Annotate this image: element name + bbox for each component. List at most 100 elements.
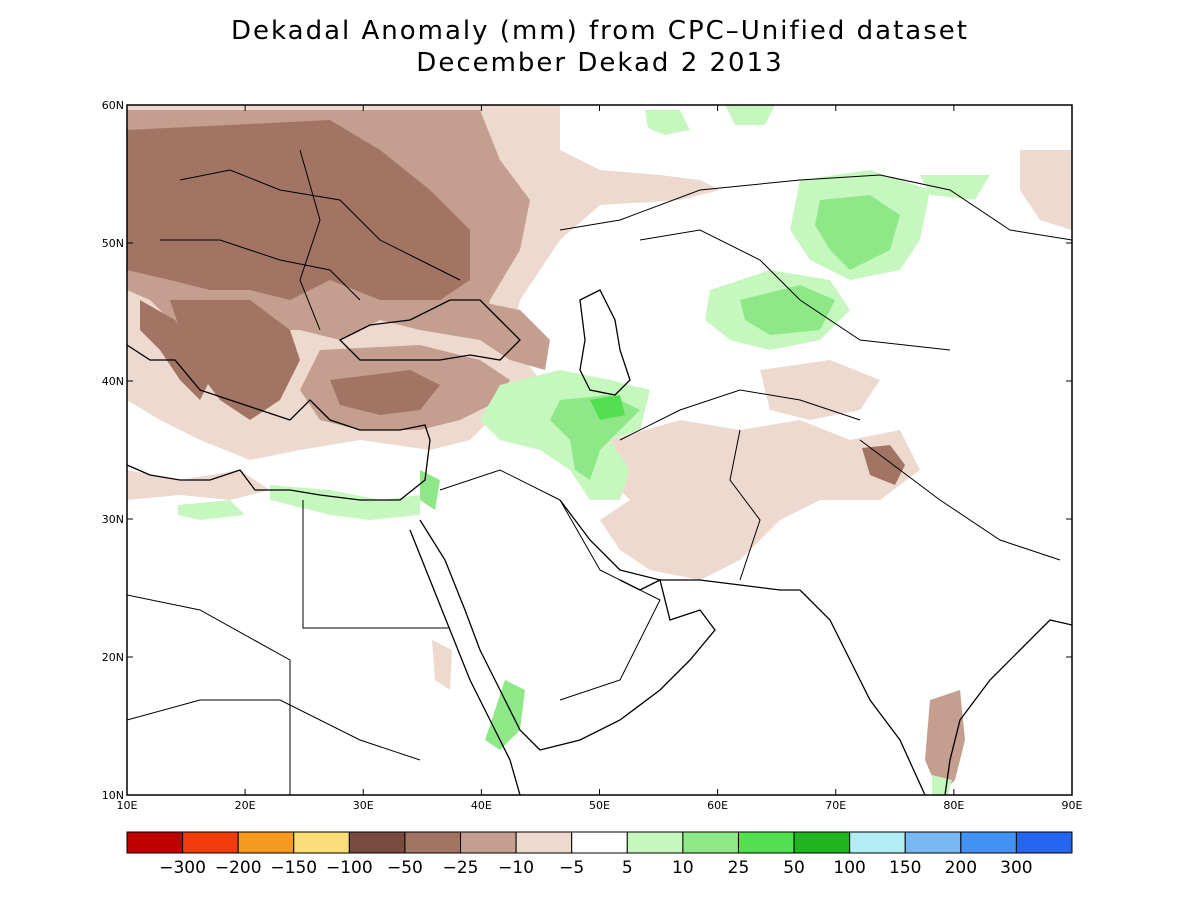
colorbar-label: −200 <box>215 858 262 878</box>
colorbar-label: 300 <box>1000 858 1032 878</box>
colorbar-label: 150 <box>889 858 921 878</box>
africa-north-coast <box>127 439 431 501</box>
lon-tick-label: 80E <box>943 799 964 812</box>
colorbar: −300 −200 −150 −100 −50 −25 −10 −5 5 10 25 50 100 150… <box>126 831 1073 878</box>
colorbar-swatch <box>515 831 573 854</box>
lat-tick-label: 20N <box>102 651 124 664</box>
anomaly-area-europe-dark <box>127 120 470 300</box>
border-line <box>127 594 291 795</box>
anomaly-area-kashmir <box>862 445 905 485</box>
anomaly-area-levant <box>420 470 440 510</box>
lon-tick-label: 40E <box>471 799 492 812</box>
lat-tick-label: 10N <box>102 789 124 802</box>
red-sea-west <box>409 529 521 795</box>
colorbar-swatch <box>348 831 406 854</box>
anomaly-area-russia-north-2 <box>725 105 775 125</box>
lon-tick-label: 20E <box>235 799 256 812</box>
colorbar-label: −10 <box>498 858 534 878</box>
colorbar-label: −50 <box>387 858 423 878</box>
colorbar-swatch <box>904 831 962 854</box>
anomaly-area-balkans <box>170 300 300 420</box>
border-layer <box>127 149 1072 795</box>
colorbar-label: −5 <box>559 858 584 878</box>
colorbar-swatch <box>682 831 739 854</box>
anomaly-area-black-sea-east <box>470 300 550 370</box>
colorbar-swatch <box>126 831 184 854</box>
colorbar-swatch <box>626 831 684 854</box>
border-line <box>179 169 461 281</box>
map-subtitle: December Dekad 2 2013 <box>416 48 784 78</box>
lat-tick-label: 60N <box>102 99 124 112</box>
lat-tick-label: 40N <box>102 375 124 388</box>
anomaly-area-egypt-coast <box>270 485 420 520</box>
colorbar-label: −300 <box>159 858 206 878</box>
coastline-layer <box>127 289 1072 795</box>
anomaly-area-siberia <box>1020 150 1072 230</box>
colorbar-swatch <box>737 831 795 854</box>
lon-tick-label: 10E <box>117 799 138 812</box>
lon-tick-label: 50E <box>589 799 610 812</box>
lon-tick-label: 90E <box>1062 799 1083 812</box>
colorbar-swatch <box>460 831 517 854</box>
anomaly-area-iran-afghan <box>600 420 920 580</box>
border-line <box>439 469 561 501</box>
colorbar-swatch <box>182 831 239 854</box>
anomaly-area-libya-coast <box>178 500 245 520</box>
axis-labels: 10E 20E 30E 40E 50E 60E 70E 80E 90E 60N 50N 40N 30N 2… <box>102 99 1083 812</box>
anomaly-area-central-asia <box>760 360 880 420</box>
border-line <box>859 439 1061 561</box>
colorbar-swatch <box>571 831 628 854</box>
border-line <box>127 699 421 761</box>
anomaly-area-kazakh-north-mid <box>815 195 900 270</box>
border-line <box>160 239 361 301</box>
colorbar-swatch <box>849 831 906 854</box>
axis-ticks <box>126 104 1073 796</box>
lat-tick-label: 50N <box>102 237 124 250</box>
colorbar-label: 100 <box>833 858 865 878</box>
map-title: Dekadal Anomaly (mm) from CPC–Unified da… <box>231 16 969 46</box>
colorbar-label: −150 <box>270 858 317 878</box>
colorbar-swatch <box>293 831 350 854</box>
anomaly-area-italy <box>140 300 210 400</box>
anomaly-area-turkmen <box>590 395 625 420</box>
colorbar-label: −100 <box>326 858 373 878</box>
lat-tick-label: 30N <box>102 513 124 526</box>
anomaly-area-india-east <box>925 690 965 795</box>
red-sea-east <box>419 519 541 751</box>
anomaly-fill-layer <box>127 105 1072 795</box>
colorbar-label: 200 <box>945 858 977 878</box>
colorbar-label: −25 <box>443 858 479 878</box>
colorbar-label: 25 <box>728 858 750 878</box>
colorbar-swatch <box>404 831 462 854</box>
anomaly-area-russia-north <box>645 110 690 135</box>
anomaly-area-eritrea <box>485 680 525 750</box>
colorbar-label: 10 <box>672 858 694 878</box>
colorbar-label: 50 <box>783 858 805 878</box>
india-east-coast <box>944 619 1072 795</box>
colorbar-swatch <box>1015 831 1073 854</box>
colorbar-swatch <box>960 831 1017 854</box>
colorbar-swatch <box>237 831 295 854</box>
anomaly-area-siberia-green <box>920 175 990 200</box>
black-sea-coast <box>338 299 521 361</box>
caspian-coast <box>579 289 631 396</box>
lon-tick-label: 30E <box>353 799 374 812</box>
border-line <box>302 500 450 629</box>
india-west-coast <box>799 589 926 795</box>
border-line <box>729 429 761 581</box>
anomaly-area-turkey-dark <box>330 370 440 415</box>
border-line <box>639 229 951 351</box>
lon-tick-label: 60E <box>707 799 728 812</box>
border-line <box>559 174 1072 241</box>
border-line <box>299 149 321 331</box>
lon-tick-label: 70E <box>825 799 846 812</box>
persian-gulf-coast <box>559 499 800 591</box>
anomaly-area-kazakh-south-mid <box>740 285 835 335</box>
anomaly-area-red-sea <box>432 640 452 690</box>
colorbar-swatch <box>793 831 851 854</box>
arabia-south-coast <box>539 579 716 751</box>
mediterranean-north-coast <box>127 344 431 441</box>
border-line <box>559 499 661 701</box>
border-line <box>619 389 861 441</box>
